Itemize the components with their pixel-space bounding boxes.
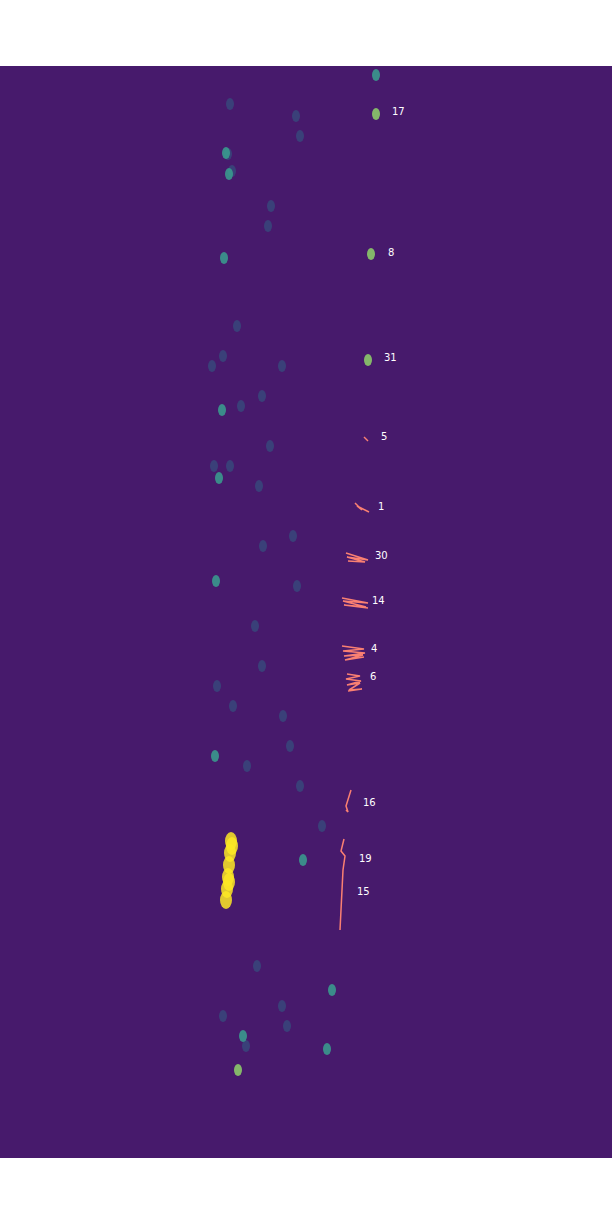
- svg-text:19: 19: [359, 853, 372, 864]
- svg-text:15: 15: [357, 886, 370, 897]
- svg-text:6: 6: [370, 671, 376, 682]
- svg-text:30: 30: [375, 550, 388, 561]
- svg-text:1: 1: [378, 501, 384, 512]
- svg-text:31: 31: [384, 352, 397, 363]
- svg-text:5: 5: [381, 431, 387, 442]
- svg-text:16: 16: [363, 797, 376, 808]
- svg-text:8: 8: [388, 247, 394, 258]
- svg-text:4: 4: [371, 643, 377, 654]
- svg-text:14: 14: [372, 595, 385, 606]
- svg-text:17: 17: [392, 106, 405, 117]
